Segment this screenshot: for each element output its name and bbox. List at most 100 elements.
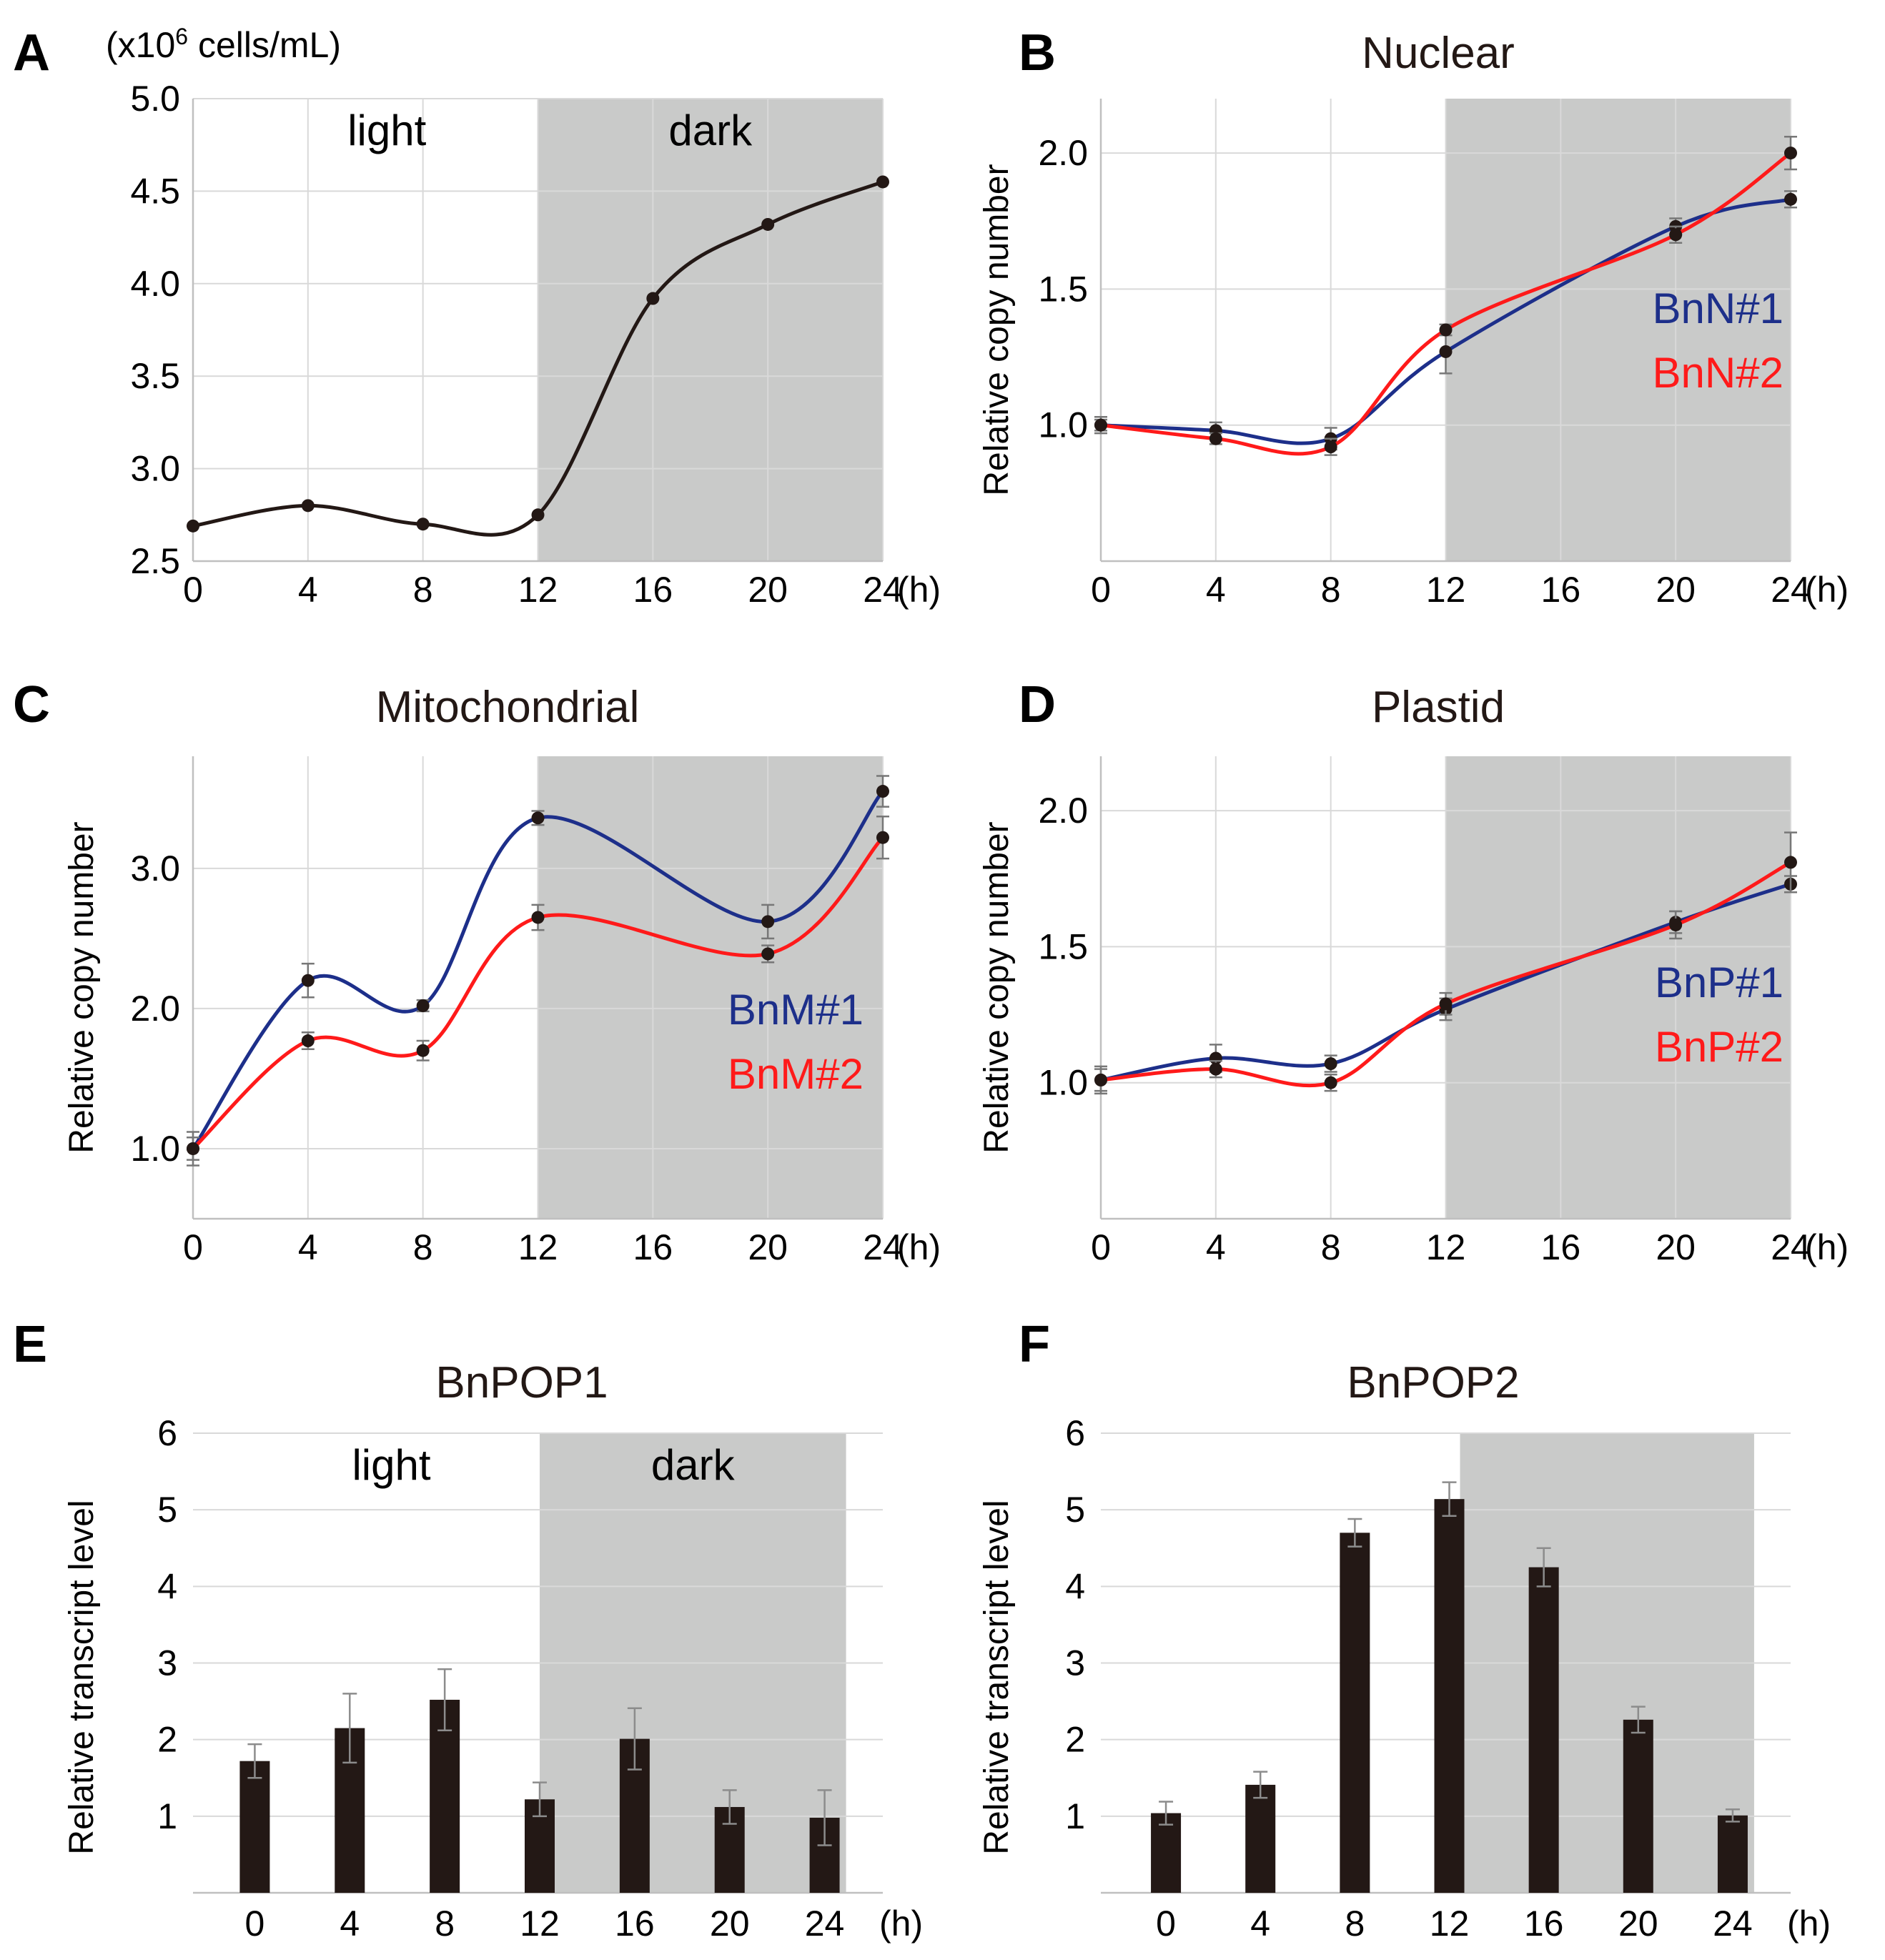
data-point [1094, 1073, 1107, 1087]
x-tick-label: 24 [863, 1227, 903, 1267]
data-point [301, 974, 315, 987]
y-tick-label: 2.5 [130, 541, 180, 581]
panel-d: 0 4 8 12 16 20 24 1.0 1.5 2.0 (h) D Plastid Relative … [978, 676, 1849, 1267]
y-tick-label: 3.0 [130, 848, 180, 889]
x-tick-label: 16 [1541, 1227, 1581, 1267]
panel-letter: D [1019, 676, 1056, 733]
panel-title: Mitochondrial [376, 683, 640, 732]
data-point [416, 1044, 430, 1057]
x-tick-label: 0 [245, 1904, 265, 1944]
panel-title: Plastid [1372, 683, 1505, 732]
bar [1717, 1815, 1748, 1893]
y-tick-label: 6 [1065, 1413, 1085, 1453]
x-tick-label: 4 [298, 1227, 318, 1267]
x-tick-label: 16 [615, 1904, 655, 1944]
panel-letter: F [1019, 1316, 1050, 1373]
y-tick-label: 1.0 [1038, 405, 1088, 445]
x-tick-label: 24 [1713, 1904, 1753, 1944]
y-tick-label: 4.5 [130, 171, 180, 211]
data-point [531, 911, 545, 924]
x-tick-label: 16 [633, 1227, 673, 1267]
light-phase-label: light [347, 107, 426, 154]
data-point [1324, 1057, 1337, 1071]
bar [1245, 1784, 1276, 1893]
x-tick-label: 8 [1321, 1227, 1341, 1267]
bar [1434, 1499, 1465, 1893]
x-tick-label: 20 [748, 1227, 788, 1267]
y-tick-label: 6 [157, 1413, 177, 1453]
x-tick-label: 4 [298, 570, 318, 610]
data-point [1324, 440, 1337, 454]
panel-title: Nuclear [1362, 29, 1515, 78]
data-point [876, 785, 889, 798]
x-tick-label: 0 [1091, 1227, 1111, 1267]
panel-a: 0 4 8 12 16 20 24 2.5 3.0 3.5 4.0 4.5 5.0 (h) A (x106 c… [13, 24, 941, 610]
data-point [761, 217, 775, 231]
data-point [301, 499, 315, 513]
data-point [416, 999, 430, 1012]
x-unit-label: (h) [1805, 1227, 1849, 1267]
y-tick-label: 2 [157, 1720, 177, 1760]
y-tick-label: 1 [1065, 1796, 1085, 1836]
x-tick-label: 8 [435, 1904, 455, 1944]
data-point [1439, 323, 1453, 337]
data-point [1324, 1076, 1337, 1089]
x-tick-label: 16 [1541, 570, 1581, 610]
legend-entry: BnM#2 [728, 1050, 864, 1098]
x-tick-label: 20 [1618, 1904, 1658, 1944]
x-tick-label: 16 [1524, 1904, 1564, 1944]
data-point [1209, 1062, 1222, 1076]
x-tick-label: 8 [413, 570, 433, 610]
data-point [1439, 997, 1453, 1011]
x-tick-label: 0 [1156, 1904, 1176, 1944]
series-line [191, 790, 884, 1150]
y-tick-label: 3 [157, 1643, 177, 1683]
y-tick-label: 3.5 [130, 356, 180, 396]
x-tick-label: 0 [183, 1227, 203, 1267]
panel-letter: A [13, 24, 50, 81]
y-tick-label: 1.5 [1038, 926, 1088, 966]
x-tick-label: 0 [183, 570, 203, 610]
panel-c: 0 4 8 12 16 20 24 1.0 2.0 3.0 (h) C Mitochondrial Rel… [13, 676, 941, 1267]
x-tick-label: 12 [1426, 1227, 1466, 1267]
legend-entry: BnM#1 [728, 986, 864, 1034]
x-tick-label: 20 [748, 570, 788, 610]
panel-title: BnPOP1 [435, 1358, 608, 1407]
x-unit-label: (h) [1805, 570, 1849, 610]
data-point [1669, 228, 1683, 242]
x-tick-label: 4 [1206, 570, 1226, 610]
y-axis-label: Relative transcript level [978, 1500, 1016, 1854]
x-tick-label: 8 [1321, 570, 1341, 610]
x-tick-label: 12 [520, 1904, 560, 1944]
data-point [301, 1034, 315, 1048]
panel-b: 0 4 8 12 16 20 24 1.0 1.5 2.0 (h) B Nuclear Relative … [978, 24, 1849, 610]
data-point [761, 915, 775, 929]
bar [1623, 1719, 1653, 1893]
panel-letter: C [13, 676, 50, 733]
panel-letter: B [1019, 24, 1056, 81]
x-tick-label: 4 [340, 1904, 360, 1944]
y-unit-label: (x106 cells/mL) [106, 24, 341, 65]
panel-letter: E [13, 1316, 47, 1373]
bar [239, 1761, 270, 1893]
bar [430, 1699, 460, 1893]
x-tick-label: 8 [1345, 1904, 1365, 1944]
y-axis-label: Relative copy number [63, 821, 101, 1153]
data-point [1209, 432, 1222, 445]
dark-period-shading [538, 99, 883, 561]
dark-period-shading [1445, 99, 1791, 561]
y-tick-label: 4 [1065, 1566, 1085, 1606]
x-tick-label: 20 [710, 1904, 750, 1944]
y-tick-label: 3 [1065, 1643, 1085, 1683]
data-point [876, 831, 889, 844]
data-point [187, 519, 199, 533]
legend-entry: BnP#1 [1655, 959, 1783, 1006]
y-tick-label: 2.0 [1038, 133, 1088, 173]
legend-entry: BnP#2 [1655, 1023, 1783, 1071]
data-point [531, 508, 545, 522]
x-unit-label: (h) [1787, 1904, 1831, 1944]
x-tick-label: 12 [518, 1227, 558, 1267]
legend-entry: BnN#2 [1653, 349, 1783, 397]
y-tick-label: 4.0 [130, 264, 180, 304]
